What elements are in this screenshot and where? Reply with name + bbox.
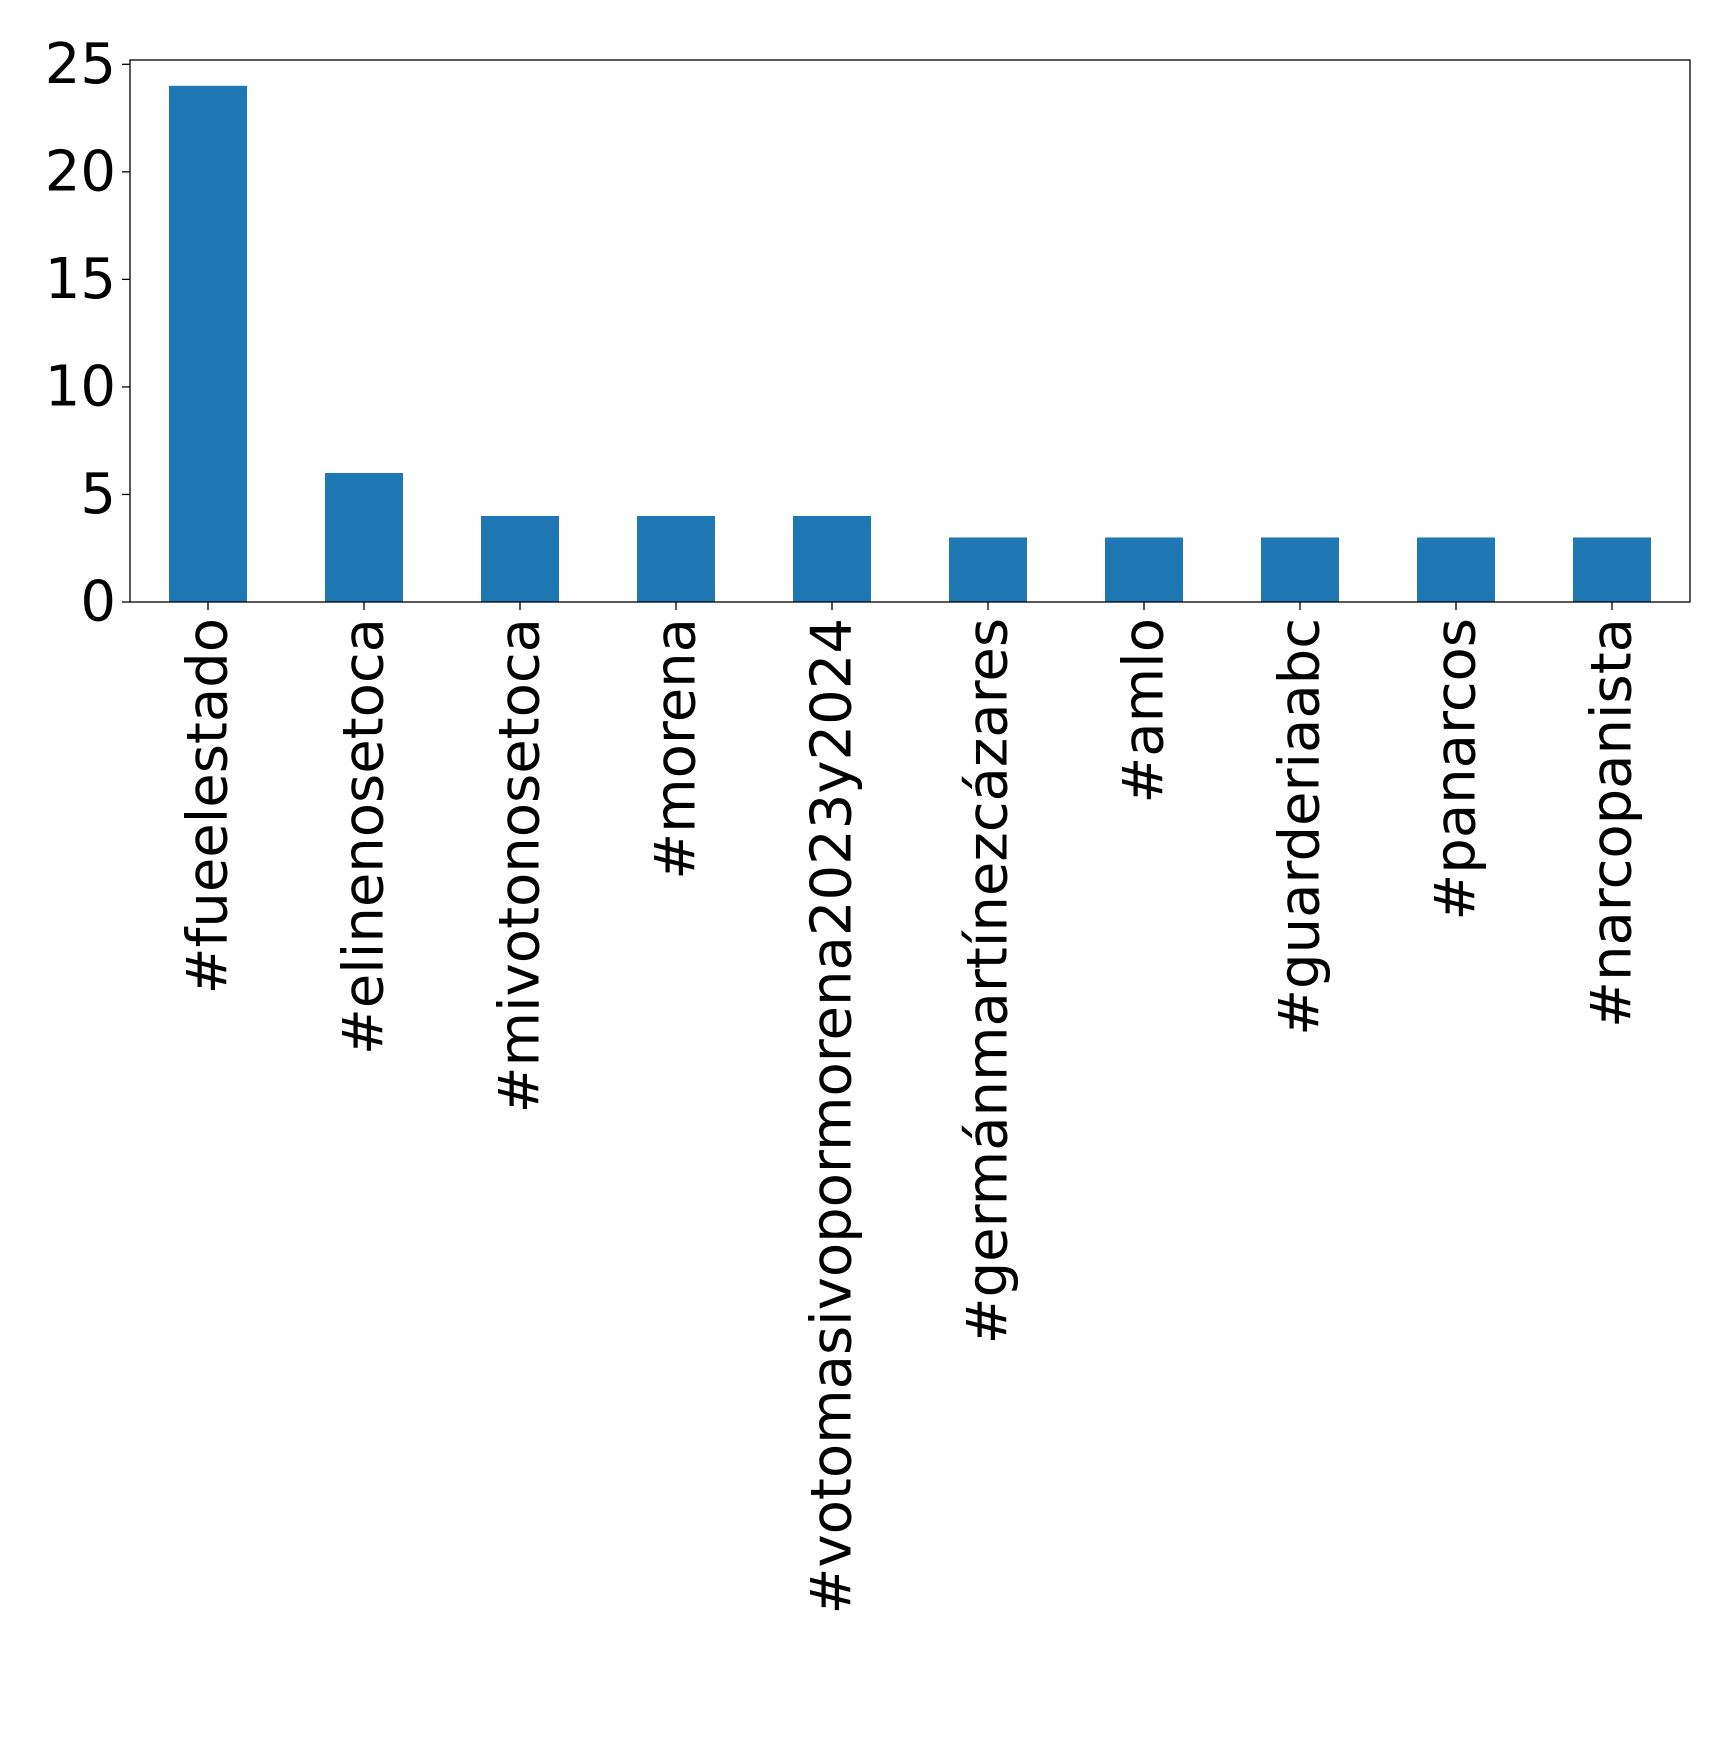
x-axis: #fueelestado #elinenosetoca #mivotonosetoc… <box>176 602 1645 1614</box>
bars <box>169 85 1651 603</box>
y-axis: 0 5 10 15 20 25 <box>45 32 130 635</box>
x-tick-label: #amlo <box>1112 618 1177 804</box>
y-tick-label: 20 <box>45 139 116 204</box>
y-tick-label: 25 <box>45 32 116 97</box>
x-tick-label: #votomasivopormorena2023y2024 <box>800 618 865 1614</box>
bar <box>793 515 871 602</box>
x-tick-label: #fueelestado <box>176 618 241 994</box>
x-tick-label: #narcopanista <box>1580 618 1645 1028</box>
plot-frame <box>129 59 1691 603</box>
bar <box>1261 537 1339 602</box>
x-tick-label: #morena <box>644 618 709 880</box>
x-tick-label: #mivotonosetoca <box>488 618 553 1113</box>
bar <box>169 85 247 603</box>
x-tick-label: #panarcos <box>1424 618 1489 921</box>
bar <box>949 537 1027 602</box>
x-tick-label: #elinenosetoca <box>332 618 397 1055</box>
bar <box>1105 537 1183 602</box>
y-tick-label: 10 <box>45 354 116 419</box>
y-tick-label: 15 <box>45 247 116 312</box>
bar <box>481 515 559 602</box>
x-tick-label: #guarderiaabc <box>1268 618 1333 1036</box>
y-tick-label: 0 <box>80 570 116 635</box>
bar <box>1573 537 1651 602</box>
x-tick-label: #germánmartínezcázares <box>956 618 1021 1344</box>
y-tick-label: 5 <box>80 462 116 527</box>
bar <box>325 472 403 602</box>
bar <box>1417 537 1495 602</box>
bar <box>637 515 715 602</box>
